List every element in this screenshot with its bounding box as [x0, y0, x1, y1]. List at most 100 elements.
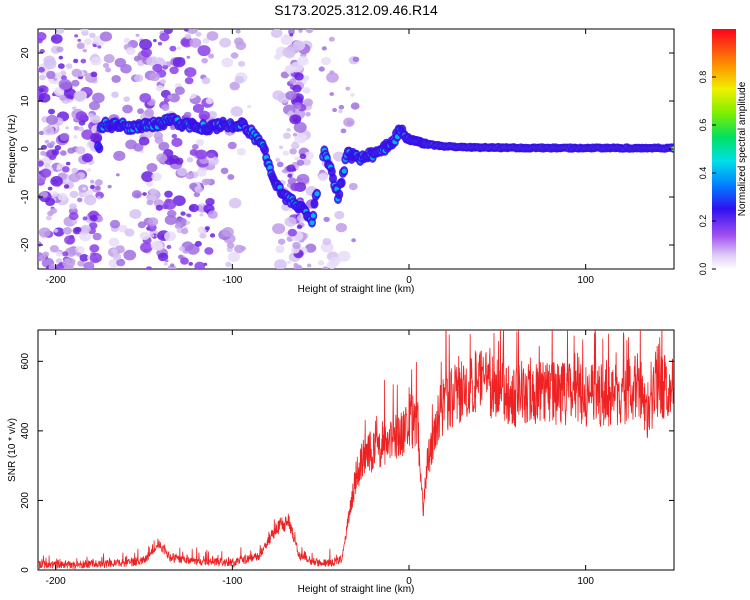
noise-blob: [73, 58, 79, 64]
noise-blob: [60, 75, 67, 81]
noise-blob: [38, 227, 51, 238]
noise-blob: [38, 160, 44, 167]
noise-blob: [114, 57, 127, 68]
noise-blob: [159, 32, 170, 42]
noise-blob: [229, 81, 240, 91]
noise-blob: [184, 29, 189, 32]
noise-blob: [185, 220, 191, 225]
noise-blob: [235, 41, 247, 51]
noise-blob: [193, 191, 200, 198]
y-tick-label: -10: [20, 189, 31, 204]
noise-blob: [171, 137, 183, 148]
noise-blob: [225, 261, 232, 268]
noise-blob: [188, 261, 193, 266]
noise-blob: [149, 188, 158, 195]
noise-blob: [283, 34, 289, 38]
noise-blob: [58, 79, 72, 90]
noise-blob: [78, 119, 86, 126]
noise-blob: [343, 117, 355, 128]
noise-blob: [318, 173, 328, 182]
noise-blob: [227, 174, 235, 180]
noise-blob: [135, 33, 140, 37]
noise-blob: [152, 63, 163, 73]
noise-blob: [54, 144, 62, 151]
noise-blob: [65, 161, 71, 166]
noise-blob: [298, 29, 303, 33]
colorbar-tick-label: 0.0: [698, 263, 708, 276]
noise-blob: [317, 260, 325, 266]
noise-blob: [146, 56, 158, 66]
noise-blob: [234, 244, 245, 254]
noise-blob: [293, 102, 302, 110]
noise-blob: [125, 47, 136, 56]
noise-blob: [199, 232, 207, 239]
noise-blob: [180, 257, 189, 265]
noise-blob: [337, 250, 351, 262]
noise-blob: [247, 104, 252, 109]
noise-blob: [282, 150, 289, 156]
noise-blob: [322, 266, 329, 269]
noise-blob: [185, 172, 195, 180]
noise-blob: [351, 238, 356, 243]
noise-blob: [111, 248, 119, 255]
noise-blob: [42, 126, 55, 136]
noise-blob: [197, 45, 211, 57]
noise-blob: [112, 253, 122, 261]
noise-blob: [88, 113, 94, 118]
noise-blob: [164, 259, 169, 263]
noise-blob: [82, 216, 88, 221]
noise-blob: [71, 167, 79, 174]
noise-blob: [340, 128, 347, 134]
snr-axes: -200 -100 0 100 0 200 400 600: [20, 330, 674, 587]
noise-blob: [102, 62, 110, 69]
colorbar-gradient: [712, 29, 736, 269]
noise-blob: [323, 216, 330, 223]
noise-blob: [89, 214, 98, 222]
ridge-outer: [337, 177, 346, 188]
noise-blob: [199, 114, 208, 121]
noise-blob: [290, 182, 301, 192]
noise-blob: [302, 87, 311, 94]
noise-blob: [159, 79, 166, 85]
noise-blob: [291, 167, 297, 172]
noise-blob: [272, 223, 286, 235]
noise-blob: [326, 72, 339, 83]
ridge-outer: [335, 189, 344, 200]
noise-blob: [296, 224, 303, 230]
x-tick-label: -200: [46, 275, 66, 286]
noise-blob: [38, 66, 45, 73]
noise-blob: [204, 247, 214, 255]
noise-blob: [76, 197, 83, 203]
noise-blob: [83, 38, 92, 46]
ridge-mid: [341, 168, 347, 174]
noise-blob: [186, 55, 191, 59]
noise-blob: [75, 111, 88, 121]
noise-blob: [89, 185, 95, 190]
noise-blob: [97, 45, 102, 49]
noise-blob: [207, 97, 212, 101]
noise-blob: [55, 251, 63, 257]
y-tick-label: 20: [20, 47, 31, 59]
noise-blob: [199, 202, 204, 206]
noise-blob: [50, 176, 63, 187]
noise-blob: [82, 187, 87, 191]
noise-blob: [195, 31, 202, 37]
noise-blob: [111, 75, 121, 83]
noise-blob: [207, 210, 218, 219]
figure-title: S173.2025.312.09.46.R14: [274, 2, 438, 18]
noise-blob: [294, 133, 307, 144]
noise-blob: [345, 86, 351, 91]
noise-blob: [61, 166, 70, 173]
noise-blob: [38, 92, 51, 103]
noise-blob: [111, 91, 119, 98]
noise-blob: [62, 257, 76, 269]
noise-blob: [75, 146, 86, 155]
noise-blob: [161, 104, 170, 112]
noise-blob: [76, 252, 82, 257]
noise-blob: [199, 213, 204, 217]
y-tick-label: 0: [20, 567, 31, 573]
noise-blob: [158, 141, 170, 151]
noise-blob: [227, 251, 241, 263]
